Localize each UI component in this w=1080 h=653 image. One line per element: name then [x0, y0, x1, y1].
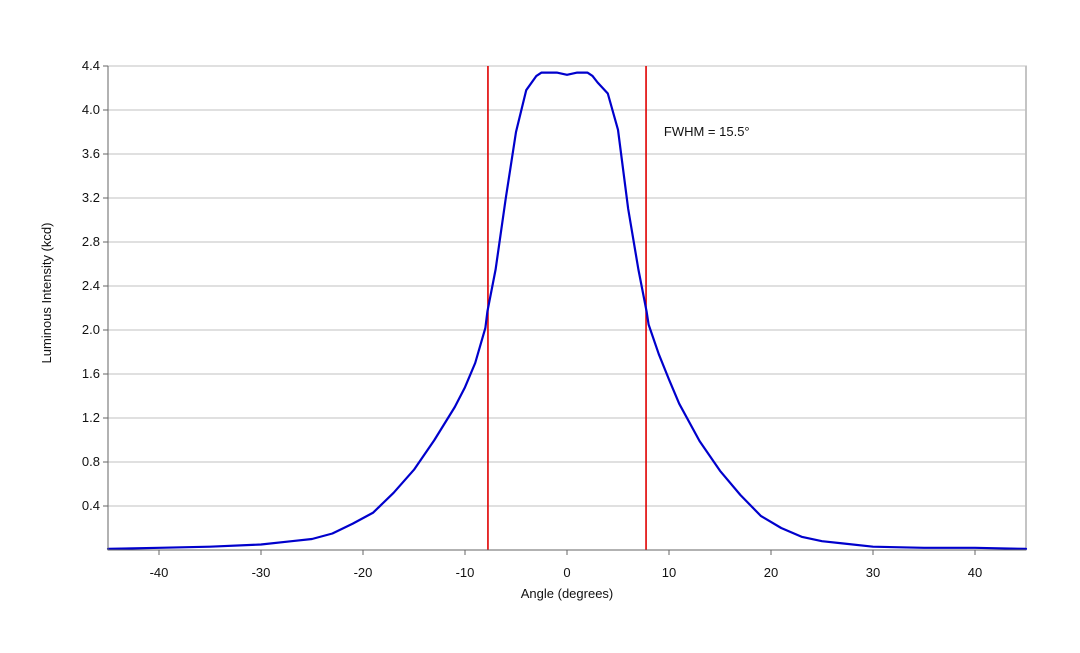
series-layer [106, 71, 1028, 550]
fwhm-annotation: FWHM = 15.5° [664, 124, 750, 139]
x-axis-title: Angle (degrees) [521, 586, 614, 601]
series-line [106, 71, 1028, 550]
x-tick-label: -10 [456, 565, 475, 580]
x-tick-label: -40 [150, 565, 169, 580]
x-axis-ticks: -40 -30 -20 -10 0 10 20 30 40 [150, 550, 982, 580]
y-axis-ticks: 0.4 0.8 1.2 1.6 2.0 2.4 2.8 3.2 3.6 4.0 4.4 [82, 58, 108, 513]
y-tick-label: 4.0 [82, 102, 100, 117]
y-tick-label: 2.0 [82, 322, 100, 337]
x-tick-label: -20 [354, 565, 373, 580]
y-tick-label: 1.6 [82, 366, 100, 381]
y-tick-label: 0.4 [82, 498, 100, 513]
x-tick-label: 20 [764, 565, 778, 580]
y-tick-label: 2.4 [82, 278, 100, 293]
plot-area [107, 65, 1027, 551]
y-tick-label: 4.4 [82, 58, 100, 73]
x-tick-label: 40 [968, 565, 982, 580]
x-tick-label: -30 [252, 565, 271, 580]
x-tick-label: 10 [662, 565, 676, 580]
y-tick-label: 1.2 [82, 410, 100, 425]
y-axis-title: Luminous Intensity (kcd) [39, 223, 54, 364]
y-tick-label: 3.2 [82, 190, 100, 205]
y-tick-label: 2.8 [82, 234, 100, 249]
y-tick-label: 0.8 [82, 454, 100, 469]
grid-lines [108, 65, 1026, 507]
x-tick-label: 30 [866, 565, 880, 580]
y-tick-label: 3.6 [82, 146, 100, 161]
x-tick-label: 0 [563, 565, 570, 580]
